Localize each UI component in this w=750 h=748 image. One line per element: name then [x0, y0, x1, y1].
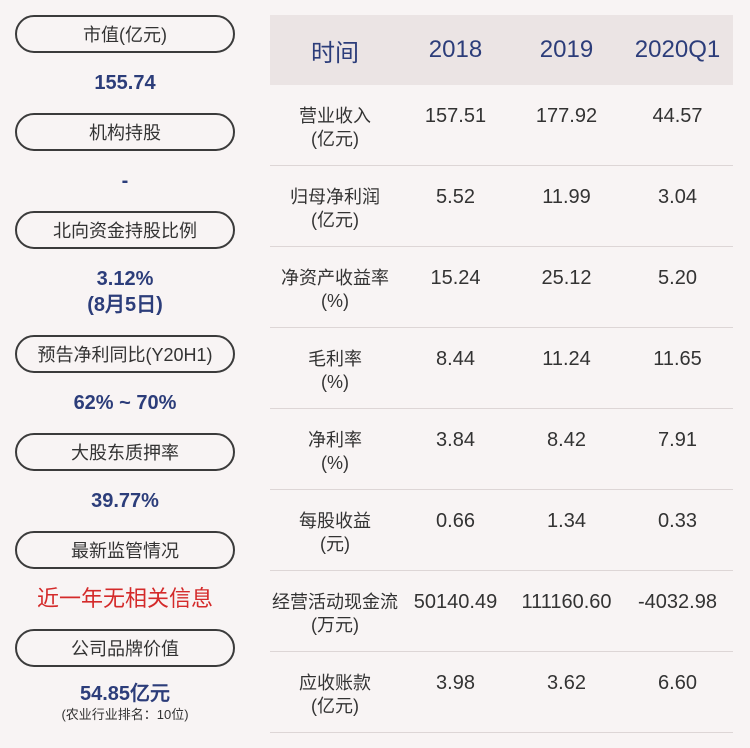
header-2020q1: 2020Q1 [634, 36, 721, 63]
row-label: 净资产收益率 (%) [270, 247, 400, 327]
regulatory-status-label: 最新监管情况 [15, 531, 235, 569]
table-cell: 0.33 [658, 510, 697, 532]
brand-value-block: 54.85亿元 (农业行业排名：10位) [15, 667, 235, 723]
northbound-holding-value: 3.12% [96, 268, 154, 290]
row-metric-name: 归母净利润 [290, 187, 380, 207]
row-label: 归母净利润 (亿元) [270, 166, 400, 246]
table-cell: 157.51 [424, 105, 487, 127]
table-row: 净利率 (%) 3.84 8.42 7.91 [270, 409, 733, 490]
row-metric-name: 净利率 [308, 430, 362, 450]
table-row: 营业收入 (亿元) 157.51 177.92 44.57 [270, 85, 733, 166]
table-cell: 3.04 [658, 186, 697, 208]
row-metric-unit: (%) [321, 453, 349, 473]
table-cell: 11.99 [542, 186, 591, 208]
table-cell: 7.91 [658, 429, 697, 451]
row-label: 毛利率 (%) [270, 328, 400, 408]
brand-value-label: 公司品牌价值 [15, 629, 235, 667]
row-label: 每股收益 (元) [270, 490, 400, 570]
table-cell: 1.34 [547, 510, 586, 532]
pledge-ratio-value: 39.77% [91, 490, 159, 512]
table-cell: 177.92 [535, 105, 598, 127]
pledge-ratio-label: 大股东质押率 [15, 433, 235, 471]
table-row: 净资产收益率 (%) 15.24 25.12 5.20 [270, 247, 733, 328]
table-cell: 11.24 [542, 348, 591, 370]
row-metric-unit: (亿元) [311, 129, 359, 149]
northbound-holding-label: 北向资金持股比例 [15, 211, 235, 249]
row-metric-unit: (亿元) [311, 210, 359, 230]
row-metric-unit: (亿元) [311, 696, 359, 716]
table-cell: 5.52 [436, 186, 475, 208]
institutional-holding-value: - [121, 170, 129, 192]
institutional-holding-label: 机构持股 [15, 113, 235, 151]
financial-table: 时间 2018 2019 2020Q1 营业收入 (亿元) 157.51 177.92… [270, 15, 733, 733]
row-label: 经营活动现金流 (万元) [270, 571, 400, 651]
row-metric-name: 经营活动现金流 [272, 592, 398, 612]
row-metric-unit: (%) [321, 291, 349, 311]
northbound-holding-date: (8月5日) [87, 294, 163, 316]
table-body: 营业收入 (亿元) 157.51 177.92 44.57 归母净利润 (亿元) 5.52 11… [270, 85, 733, 733]
table-cell: 11.65 [653, 348, 702, 370]
table-cell: 15.24 [430, 267, 481, 289]
table-row: 应收账款 (亿元) 3.98 3.62 6.60 [270, 652, 733, 733]
table-row: 毛利率 (%) 8.44 11.24 11.65 [270, 328, 733, 409]
row-metric-name: 应收账款 [299, 673, 371, 693]
table-cell: 0.66 [436, 510, 475, 532]
market-cap-value: 155.74 [94, 72, 156, 94]
brand-value-value: 54.85亿元 [79, 683, 171, 705]
table-cell: 6.60 [658, 672, 697, 694]
table-cell: 3.84 [436, 429, 475, 451]
table-cell: 25.12 [541, 267, 592, 289]
table-header: 时间 2018 2019 2020Q1 [270, 15, 733, 85]
row-metric-name: 营业收入 [299, 106, 371, 126]
left-panel: 市值(亿元) 155.74 机构持股 - 北向资金持股比例 3.12% (8月5… [15, 15, 235, 723]
row-metric-unit: (%) [321, 372, 349, 392]
row-metric-name: 毛利率 [308, 349, 362, 369]
table-cell: 3.98 [436, 672, 475, 694]
row-metric-unit: (万元) [311, 615, 359, 635]
table-row: 每股收益 (元) 0.66 1.34 0.33 [270, 490, 733, 571]
header-2019: 2019 [539, 36, 594, 63]
row-label: 营业收入 (亿元) [270, 85, 400, 165]
table-row: 经营活动现金流 (万元) 50140.49 111160.60 -4032.98 [270, 571, 733, 652]
row-metric-unit: (元) [320, 534, 350, 554]
table-cell: 5.20 [658, 267, 697, 289]
northbound-holding-block: 3.12% (8月5日) [15, 249, 235, 335]
profit-forecast-label: 预告净利同比(Y20H1) [15, 335, 235, 373]
row-metric-name: 每股收益 [299, 511, 371, 531]
table-cell: 3.62 [547, 672, 586, 694]
regulatory-status-value: 近一年无相关信息 [36, 586, 213, 611]
table-cell: 111160.60 [521, 591, 612, 613]
header-2018: 2018 [428, 36, 483, 63]
table-cell: -4032.98 [638, 591, 717, 613]
brand-value-rank-note: (农业行业排名：10位) [61, 707, 189, 722]
table-cell: 8.44 [436, 348, 475, 370]
market-cap-label: 市值(亿元) [15, 15, 235, 53]
profit-forecast-value: 62% ~ 70% [73, 392, 177, 414]
row-metric-name: 净资产收益率 [281, 268, 389, 288]
table-cell: 8.42 [547, 429, 586, 451]
header-period: 时间 [311, 39, 359, 67]
table-cell: 44.57 [652, 105, 703, 127]
table-cell: 50140.49 [413, 591, 498, 613]
row-label: 应收账款 (亿元) [270, 652, 400, 732]
table-row: 归母净利润 (亿元) 5.52 11.99 3.04 [270, 166, 733, 247]
row-label: 净利率 (%) [270, 409, 400, 489]
